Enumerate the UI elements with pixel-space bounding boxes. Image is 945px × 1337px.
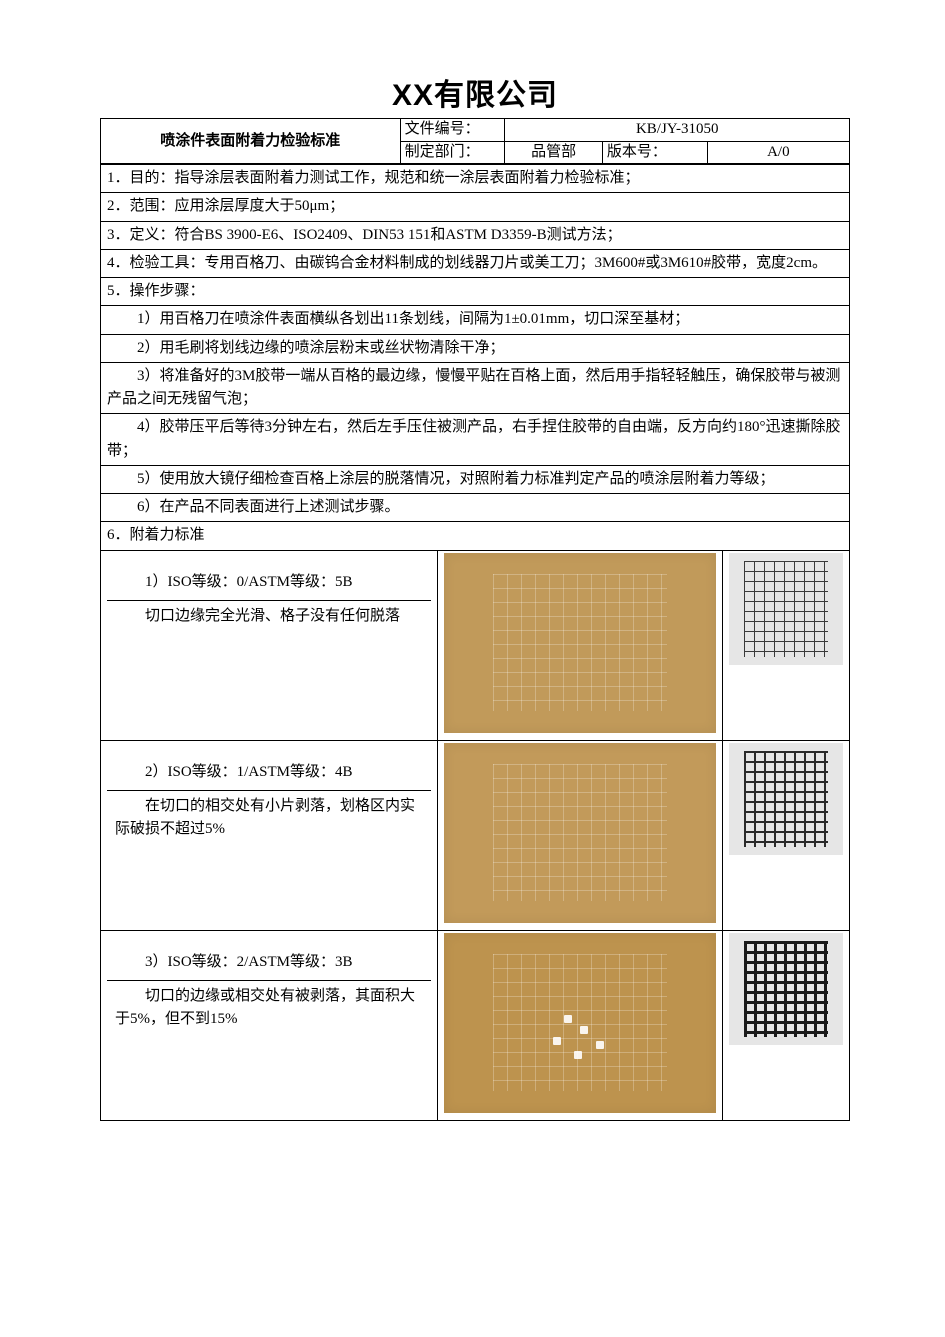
doc-no: KB/JY-31050 xyxy=(505,119,850,142)
grade-sample-0 xyxy=(438,550,723,740)
grade-level-2: 3）ISO等级：2/ASTM等级：3B xyxy=(107,933,431,980)
doc-no-label: 文件编号： xyxy=(400,119,505,142)
section-2: 2．范围：应用涂层厚度大于50μm； xyxy=(101,193,850,221)
tape-swatch-2 xyxy=(729,933,843,1045)
step-5-3: 3）将准备好的3M胶带一端从百格的最边缘，慢慢平贴在百格上面，然后用手指轻轻触压… xyxy=(101,362,850,414)
step-5-1-text: 1）用百格刀在喷涂件表面横纵各划出11条划线，间隔为1±0.01mm，切口深至基… xyxy=(107,308,843,331)
tape-grid-icon xyxy=(744,941,828,1037)
peel-icon xyxy=(564,1015,572,1023)
tape-wrap-1 xyxy=(729,743,843,873)
grade-desc-1: 在切口的相交处有小片剥落，划格区内实际破损不超过5% xyxy=(107,790,431,848)
section-5: 5．操作步骤： xyxy=(101,278,850,306)
sample-grid-icon xyxy=(493,574,667,711)
ver-label: 版本号： xyxy=(602,141,707,164)
grade-text-1: 2）ISO等级：1/ASTM等级：4B 在切口的相交处有小片剥落，划格区内实际破… xyxy=(101,740,438,930)
dept: 品管部 xyxy=(505,141,602,164)
dept-label: 制定部门： xyxy=(400,141,505,164)
tape-wrap-2 xyxy=(729,933,843,1063)
section-4: 4．检验工具：专用百格刀、由碳钨合金材料制成的划线器刀片或美工刀；3M600#或… xyxy=(101,249,850,277)
grade-level-1: 2）ISO等级：1/ASTM等级：4B xyxy=(107,743,431,790)
peel-icon xyxy=(580,1026,588,1034)
sample-swatch-1 xyxy=(444,743,716,923)
step-5-4-text: 4）胶带压平后等待3分钟左右，然后左手压住被测产品，右手捏住胶带的自由端，反方向… xyxy=(107,416,843,463)
step-5-2: 2）用毛刷将划线边缘的喷涂层粉末或丝状物清除干净； xyxy=(101,334,850,362)
sample-grid-icon xyxy=(493,954,667,1091)
step-5-5-text: 5）使用放大镜仔细检查百格上涂层的脱落情况，对照附着力标准判定产品的喷涂层附着力… xyxy=(107,468,843,491)
document-page: XX有限公司 喷涂件表面附着力检验标准 文件编号： KB/JY-31050 制定… xyxy=(0,0,945,1161)
section-1: 1．目的：指导涂层表面附着力测试工作，规范和统一涂层表面附着力检验标准； xyxy=(101,165,850,193)
step-5-2-text: 2）用毛刷将划线边缘的喷涂层粉末或丝状物清除干净； xyxy=(107,337,843,360)
peel-icon xyxy=(574,1051,582,1059)
section-6: 6．附着力标准 xyxy=(101,522,850,550)
peel-icon xyxy=(553,1037,561,1045)
grade-tape-0 xyxy=(722,550,849,740)
doc-title: 喷涂件表面附着力检验标准 xyxy=(101,119,401,164)
grade-text-2: 3）ISO等级：2/ASTM等级：3B 切口的边缘或相交处有被剥落，其面积大于5… xyxy=(101,930,438,1120)
step-5-4: 4）胶带压平后等待3分钟左右，然后左手压住被测产品，右手捏住胶带的自由端，反方向… xyxy=(101,414,850,466)
sample-swatch-2 xyxy=(444,933,716,1113)
grade-row-0: 1）ISO等级：0/ASTM等级：5B 切口边缘完全光滑、格子没有任何脱落 xyxy=(101,550,850,740)
grade-desc-0: 切口边缘完全光滑、格子没有任何脱落 xyxy=(107,600,431,634)
grade-sample-1 xyxy=(438,740,723,930)
section-3: 3．定义：符合BS 3900-E6、ISO2409、DIN53 151和ASTM… xyxy=(101,221,850,249)
tape-grid-icon xyxy=(744,751,828,847)
doc-body-table: 1．目的：指导涂层表面附着力测试工作，规范和统一涂层表面附着力检验标准； 2．范… xyxy=(100,164,850,1121)
grade-desc-2: 切口的边缘或相交处有被剥落，其面积大于5%，但不到15% xyxy=(107,980,431,1038)
tape-grid-icon xyxy=(744,561,828,657)
tape-swatch-1 xyxy=(729,743,843,855)
grade-tape-1 xyxy=(722,740,849,930)
step-5-6: 6）在产品不同表面进行上述测试步骤。 xyxy=(101,494,850,522)
grade-level-0: 1）ISO等级：0/ASTM等级：5B xyxy=(107,553,431,600)
grade-text-0: 1）ISO等级：0/ASTM等级：5B 切口边缘完全光滑、格子没有任何脱落 xyxy=(101,550,438,740)
grade-row-1: 2）ISO等级：1/ASTM等级：4B 在切口的相交处有小片剥落，划格区内实际破… xyxy=(101,740,850,930)
sample-grid-icon xyxy=(493,764,667,901)
tape-swatch-0 xyxy=(729,553,843,665)
peel-icon xyxy=(596,1041,604,1049)
step-5-5: 5）使用放大镜仔细检查百格上涂层的脱落情况，对照附着力标准判定产品的喷涂层附着力… xyxy=(101,465,850,493)
sample-swatch-0 xyxy=(444,553,716,733)
doc-header-table: 喷涂件表面附着力检验标准 文件编号： KB/JY-31050 制定部门： 品管部… xyxy=(100,118,850,164)
ver: A/0 xyxy=(707,141,849,164)
grade-row-2: 3）ISO等级：2/ASTM等级：3B 切口的边缘或相交处有被剥落，其面积大于5… xyxy=(101,930,850,1120)
step-5-6-text: 6）在产品不同表面进行上述测试步骤。 xyxy=(107,496,843,519)
step-5-3-text: 3）将准备好的3M胶带一端从百格的最边缘，慢慢平贴在百格上面，然后用手指轻轻触压… xyxy=(107,365,843,412)
grade-sample-2 xyxy=(438,930,723,1120)
company-title: XX有限公司 xyxy=(100,70,850,114)
grade-tape-2 xyxy=(722,930,849,1120)
step-5-1: 1）用百格刀在喷涂件表面横纵各划出11条划线，间隔为1±0.01mm，切口深至基… xyxy=(101,306,850,334)
tape-wrap-0 xyxy=(729,553,843,683)
